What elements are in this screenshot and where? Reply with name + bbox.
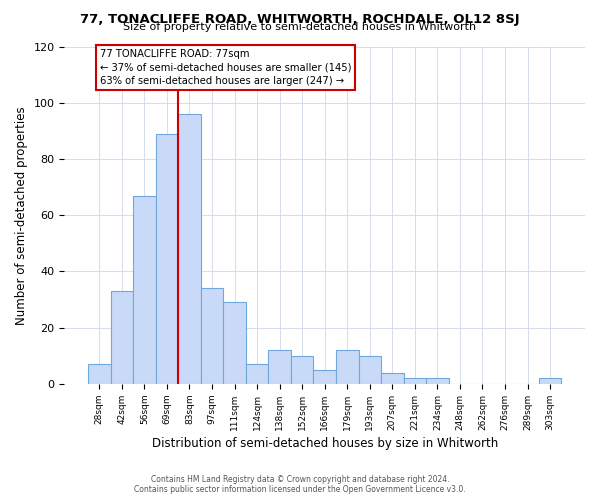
Bar [178, 114, 201, 384]
Bar [246, 364, 268, 384]
Bar [336, 350, 359, 384]
Bar [313, 370, 336, 384]
Bar [133, 196, 155, 384]
Bar [268, 350, 291, 384]
X-axis label: Distribution of semi-detached houses by size in Whitworth: Distribution of semi-detached houses by … [152, 437, 498, 450]
Bar [110, 291, 133, 384]
Bar [539, 378, 562, 384]
Bar [201, 288, 223, 384]
Bar [155, 134, 178, 384]
Bar [359, 356, 381, 384]
Text: Contains HM Land Registry data © Crown copyright and database right 2024.
Contai: Contains HM Land Registry data © Crown c… [134, 475, 466, 494]
Y-axis label: Number of semi-detached properties: Number of semi-detached properties [15, 106, 28, 324]
Text: 77 TONACLIFFE ROAD: 77sqm
← 37% of semi-detached houses are smaller (145)
63% of: 77 TONACLIFFE ROAD: 77sqm ← 37% of semi-… [100, 50, 351, 86]
Bar [404, 378, 426, 384]
Bar [223, 302, 246, 384]
Text: 77, TONACLIFFE ROAD, WHITWORTH, ROCHDALE, OL12 8SJ: 77, TONACLIFFE ROAD, WHITWORTH, ROCHDALE… [80, 12, 520, 26]
Text: Size of property relative to semi-detached houses in Whitworth: Size of property relative to semi-detach… [124, 22, 476, 32]
Bar [88, 364, 110, 384]
Bar [381, 372, 404, 384]
Bar [426, 378, 449, 384]
Bar [291, 356, 313, 384]
